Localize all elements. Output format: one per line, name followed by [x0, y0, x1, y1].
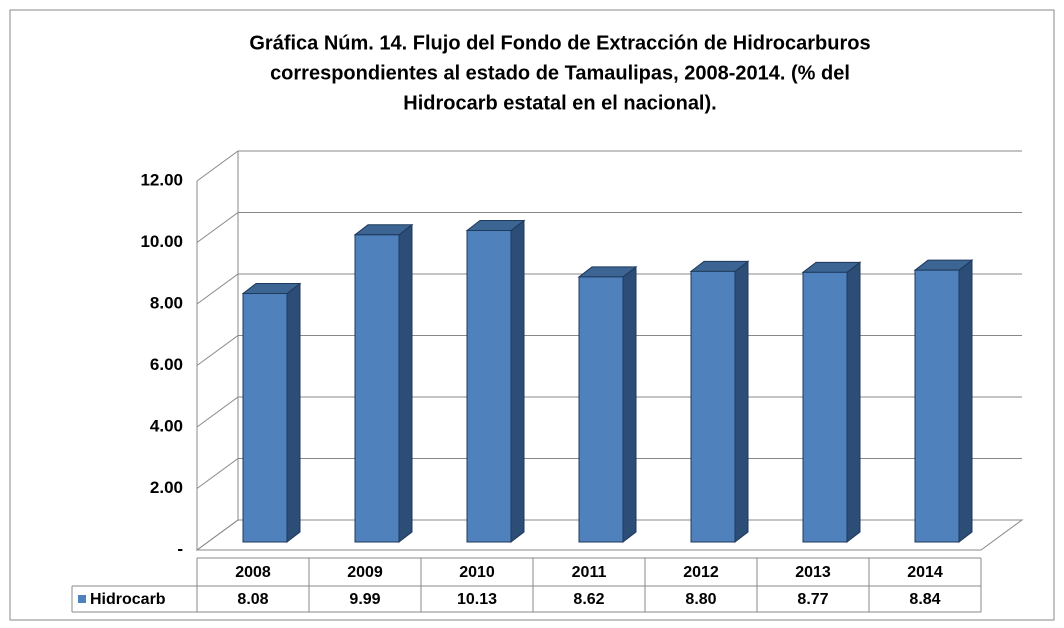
x-tick-label: 2008 [235, 564, 271, 581]
x-tick-label: 2010 [459, 564, 495, 581]
y-tick-label: 2.00 [150, 478, 183, 497]
grid-line [196, 396, 1022, 428]
data-label: 8.84 [909, 591, 940, 608]
grid-line [196, 458, 1022, 489]
y-tick-label: 10.00 [140, 232, 183, 251]
bar-side [734, 260, 749, 544]
bar-side [622, 265, 637, 544]
data-label: 8.62 [573, 591, 604, 608]
bar [354, 234, 400, 543]
bar [578, 276, 624, 543]
bar-side [846, 261, 861, 544]
y-tick-label: 6.00 [150, 355, 183, 374]
data-label: 10.13 [457, 591, 497, 608]
grid-line [196, 335, 1022, 366]
x-tick-label: 2013 [795, 564, 831, 581]
legend-swatch [78, 595, 86, 603]
bar [690, 270, 736, 543]
chart-border [9, 9, 1055, 621]
grid-line [196, 150, 1022, 182]
grid-line [196, 273, 1022, 305]
bar-side [286, 282, 301, 544]
legend-label: Hidrocarb [90, 591, 166, 608]
x-tick-label: 2011 [572, 564, 607, 581]
y-tick-label: - [177, 539, 183, 558]
bar [802, 271, 848, 543]
bar [242, 293, 288, 543]
bar [914, 269, 960, 543]
y-tick-label: 4.00 [150, 416, 183, 435]
data-label: 8.80 [685, 591, 716, 608]
bar [466, 230, 512, 543]
grid-line [196, 212, 1022, 243]
x-tick-label: 2009 [347, 564, 383, 581]
data-label: 8.77 [797, 591, 828, 608]
data-label: 9.99 [349, 591, 380, 608]
data-label: 8.08 [237, 591, 268, 608]
bar-side [958, 259, 973, 544]
chart-title: correspondientes al estado de Tamaulipas… [270, 62, 850, 84]
chart-title: Gráfica Núm. 14. Flujo del Fondo de Extr… [249, 32, 870, 54]
chart-title: Hidrocarb estatal en el nacional). [403, 92, 716, 114]
bar-side [510, 219, 525, 544]
x-tick-label: 2012 [683, 564, 719, 581]
grid-line [196, 519, 1022, 551]
x-tick-label: 2014 [907, 564, 943, 581]
y-tick-label: 8.00 [150, 293, 183, 312]
bar-side [398, 223, 413, 544]
y-tick-label: 12.00 [140, 170, 183, 189]
